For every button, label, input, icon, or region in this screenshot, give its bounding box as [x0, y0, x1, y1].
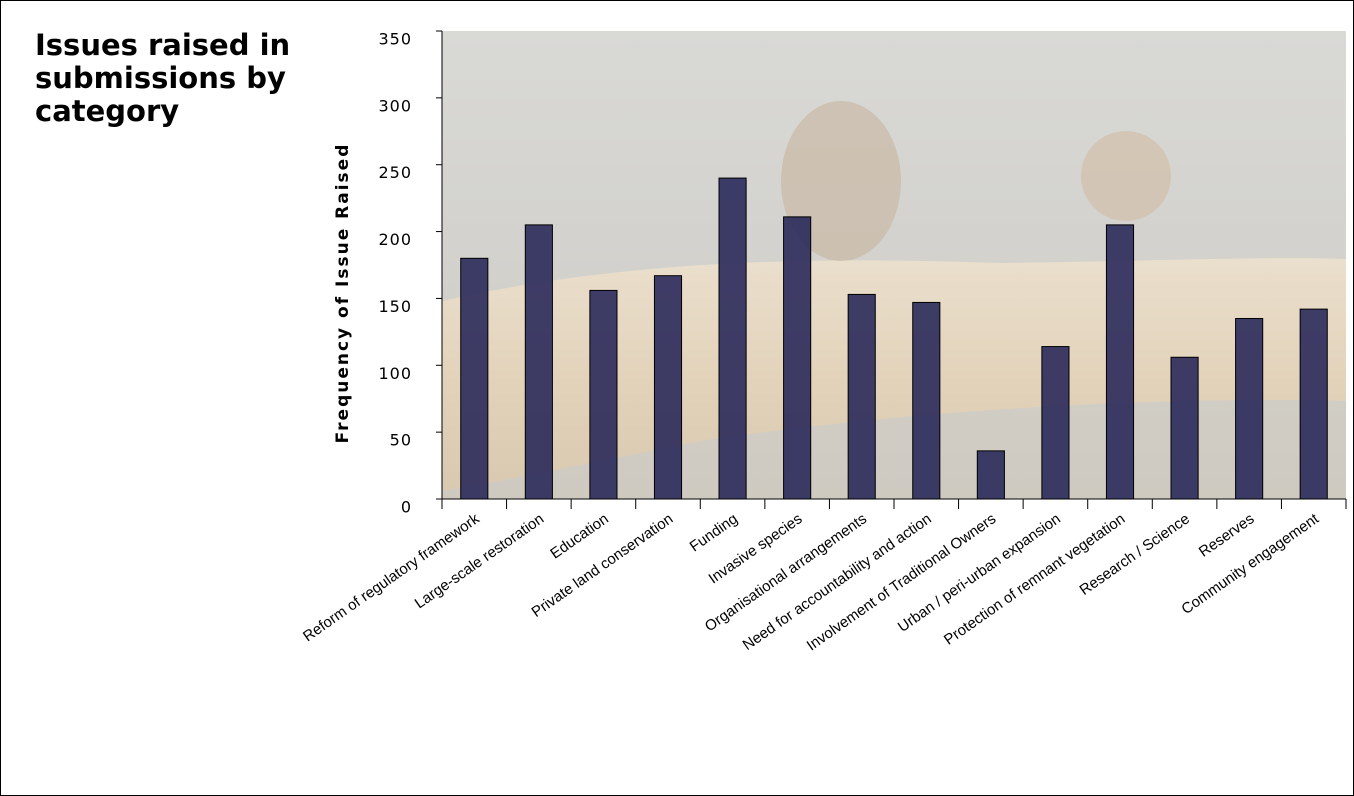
bar: [460, 257, 489, 500]
chart-title: Issues raised in submissions by category: [35, 28, 291, 128]
y-tick-label: 350: [378, 30, 412, 49]
x-tick-label: Reserves: [1196, 510, 1258, 560]
bar: [589, 289, 618, 500]
y-tick-label: 200: [378, 230, 412, 249]
y-tick-label: 300: [378, 96, 412, 115]
bar: [1235, 317, 1264, 500]
bar: [976, 450, 1005, 500]
background-photo: [442, 31, 1346, 499]
y-tick-label: 0: [401, 498, 412, 517]
y-tick-label: 100: [378, 364, 412, 383]
bar: [1170, 356, 1199, 500]
bar: [653, 275, 683, 500]
bar: [718, 177, 747, 500]
x-tick-label: Research / Science: [1077, 510, 1193, 599]
bar: [847, 293, 876, 500]
x-tick-label: Funding: [687, 510, 741, 555]
bar: [1299, 308, 1328, 500]
bar: [912, 301, 941, 500]
y-tick-label: 150: [378, 297, 412, 316]
y-axis-label: Frequency of Issue Raised: [333, 143, 353, 444]
bar: [783, 216, 812, 500]
bar: [1041, 346, 1070, 500]
y-tick-label: 250: [378, 163, 412, 182]
bar: [1105, 224, 1135, 500]
bar: [524, 224, 553, 500]
y-tick-label: 50: [390, 431, 412, 450]
